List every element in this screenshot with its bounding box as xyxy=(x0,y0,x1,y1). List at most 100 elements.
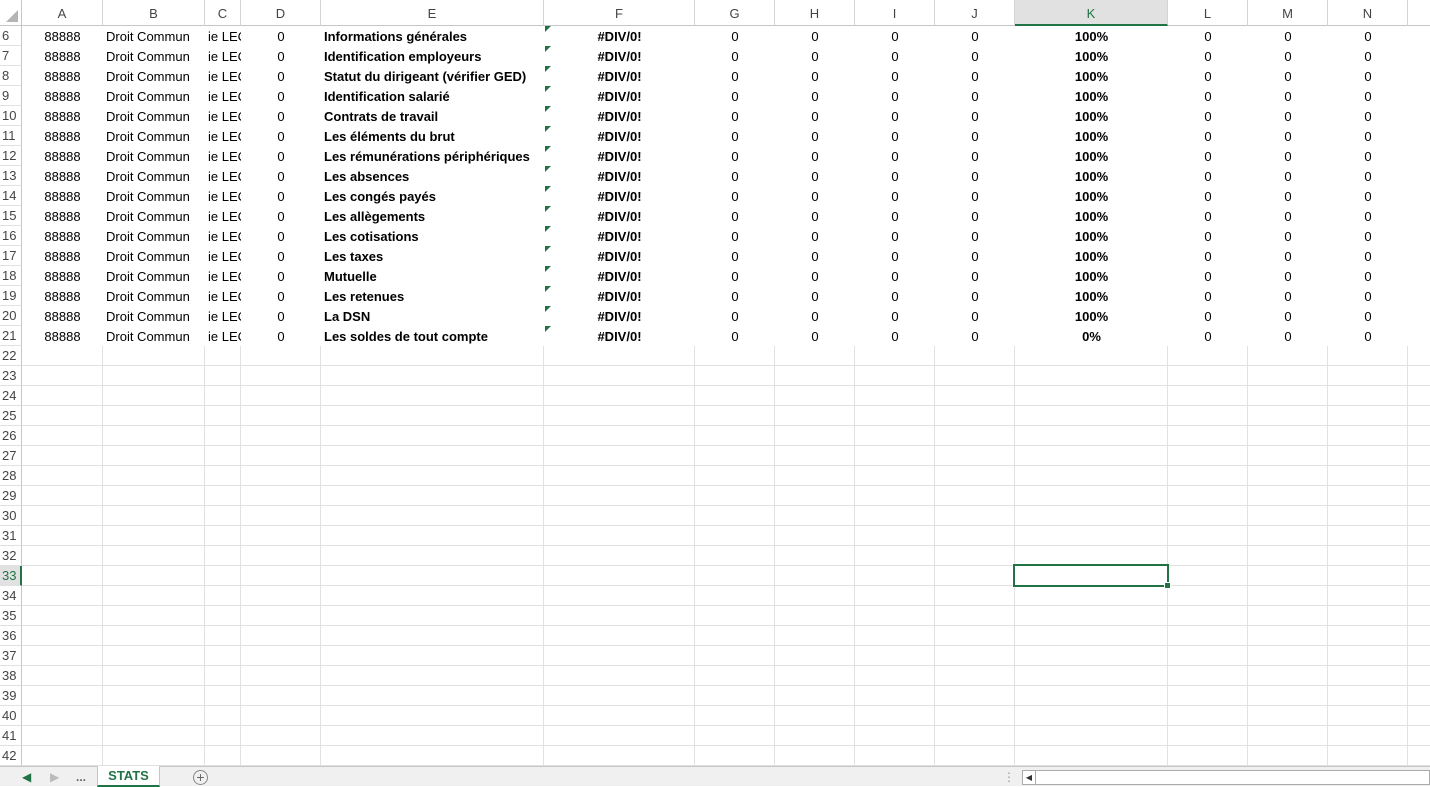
cell-A11[interactable]: 88888 xyxy=(44,129,81,144)
empty-cell[interactable] xyxy=(1168,546,1248,566)
cell-G20[interactable]: 0 xyxy=(731,309,739,324)
cell-M8[interactable]: 0 xyxy=(1284,69,1292,84)
empty-cell[interactable] xyxy=(935,346,1015,366)
empty-cell[interactable] xyxy=(775,486,855,506)
empty-cell[interactable] xyxy=(1015,606,1168,626)
cell-G15[interactable]: 0 xyxy=(731,209,739,224)
cell-L11[interactable]: 0 xyxy=(1204,129,1212,144)
empty-cell[interactable] xyxy=(1328,746,1408,766)
empty-cell[interactable] xyxy=(103,626,205,646)
column-header-D[interactable]: D xyxy=(241,0,321,26)
empty-cell[interactable] xyxy=(544,666,695,686)
empty-cell[interactable] xyxy=(321,386,544,406)
cell-E13[interactable]: Les absences xyxy=(324,169,410,184)
row-header-12[interactable]: 12 xyxy=(0,146,22,166)
cell-J15[interactable]: 0 xyxy=(971,209,979,224)
cell-L18[interactable]: 0 xyxy=(1204,269,1212,284)
empty-cell[interactable] xyxy=(1015,406,1168,426)
empty-cell[interactable] xyxy=(241,526,321,546)
cell-E8[interactable]: Statut du dirigeant (vérifier GED) xyxy=(324,69,527,84)
empty-cell[interactable] xyxy=(1248,726,1328,746)
empty-cell[interactable] xyxy=(321,546,544,566)
cell-D12[interactable]: 0 xyxy=(277,149,285,164)
cell-E20[interactable]: La DSN xyxy=(324,309,371,324)
empty-cell[interactable] xyxy=(1248,346,1328,366)
empty-cell[interactable] xyxy=(544,706,695,726)
empty-cell[interactable] xyxy=(1168,366,1248,386)
cell-D14[interactable]: 0 xyxy=(277,189,285,204)
row-header-18[interactable]: 18 xyxy=(0,266,22,286)
row-header-35[interactable]: 35 xyxy=(0,606,22,626)
empty-cell[interactable] xyxy=(1168,606,1248,626)
row-header-38[interactable]: 38 xyxy=(0,666,22,686)
cell-H15[interactable]: 0 xyxy=(811,209,819,224)
empty-cell[interactable] xyxy=(1168,566,1248,586)
empty-cell[interactable] xyxy=(321,486,544,506)
plus-circle-icon[interactable]: + xyxy=(193,770,208,785)
cell-J9[interactable]: 0 xyxy=(971,89,979,104)
column-header-I[interactable]: I xyxy=(855,0,935,26)
cell-D6[interactable]: 0 xyxy=(277,29,285,44)
empty-cell[interactable] xyxy=(321,706,544,726)
cell-F11[interactable]: #DIV/0! xyxy=(597,129,642,144)
cell-C13[interactable]: ie LEC xyxy=(208,169,241,184)
empty-cell[interactable] xyxy=(695,646,775,666)
cell-L13[interactable]: 0 xyxy=(1204,169,1212,184)
empty-cell[interactable] xyxy=(1015,506,1168,526)
cell-C12[interactable]: ie LEC xyxy=(208,149,241,164)
empty-cell[interactable] xyxy=(103,506,205,526)
cell-E16[interactable]: Les cotisations xyxy=(324,229,419,244)
empty-cell[interactable] xyxy=(1328,346,1408,366)
empty-cell[interactable] xyxy=(775,506,855,526)
cell-E17[interactable]: Les taxes xyxy=(324,249,384,264)
empty-cell[interactable] xyxy=(22,586,103,606)
empty-cell[interactable] xyxy=(935,546,1015,566)
column-header-C[interactable]: C xyxy=(205,0,241,26)
cell-K11[interactable]: 100% xyxy=(1074,129,1109,144)
empty-cell[interactable] xyxy=(695,706,775,726)
cell-N6[interactable]: 0 xyxy=(1364,29,1372,44)
cell-H10[interactable]: 0 xyxy=(811,109,819,124)
cell-M21[interactable]: 0 xyxy=(1284,329,1292,344)
empty-cell[interactable] xyxy=(103,706,205,726)
empty-cell[interactable] xyxy=(1408,486,1430,506)
cell-I18[interactable]: 0 xyxy=(891,269,899,284)
empty-cell[interactable] xyxy=(775,586,855,606)
empty-cell[interactable] xyxy=(103,746,205,766)
cell-L10[interactable]: 0 xyxy=(1204,109,1212,124)
cell-J18[interactable]: 0 xyxy=(971,269,979,284)
selected-cell-K33[interactable] xyxy=(1013,564,1171,589)
row-header-37[interactable]: 37 xyxy=(0,646,22,666)
cell-D9[interactable]: 0 xyxy=(277,89,285,104)
row-header-25[interactable]: 25 xyxy=(0,406,22,426)
empty-cell[interactable] xyxy=(205,566,241,586)
cell-C16[interactable]: ie LEC xyxy=(208,229,241,244)
empty-cell[interactable] xyxy=(1248,666,1328,686)
empty-cell[interactable] xyxy=(1408,746,1430,766)
cell-N14[interactable]: 0 xyxy=(1364,189,1372,204)
empty-cell[interactable] xyxy=(1015,746,1168,766)
cell-J11[interactable]: 0 xyxy=(971,129,979,144)
empty-cell[interactable] xyxy=(22,526,103,546)
row-header-36[interactable]: 36 xyxy=(0,626,22,646)
empty-cell[interactable] xyxy=(1408,566,1430,586)
empty-cell[interactable] xyxy=(935,566,1015,586)
cell-C21[interactable]: ie LEC xyxy=(208,329,241,344)
cell-F6[interactable]: #DIV/0! xyxy=(597,29,642,44)
empty-cell[interactable] xyxy=(22,726,103,746)
empty-cell[interactable] xyxy=(1168,646,1248,666)
empty-cell[interactable] xyxy=(241,706,321,726)
cell-G14[interactable]: 0 xyxy=(731,189,739,204)
empty-cell[interactable] xyxy=(935,666,1015,686)
column-header-A[interactable]: A xyxy=(22,0,103,26)
cell-I14[interactable]: 0 xyxy=(891,189,899,204)
empty-cell[interactable] xyxy=(103,386,205,406)
empty-cell[interactable] xyxy=(321,646,544,666)
empty-cell[interactable] xyxy=(321,406,544,426)
cell-I16[interactable]: 0 xyxy=(891,229,899,244)
cell-E10[interactable]: Contrats de travail xyxy=(324,109,439,124)
empty-cell[interactable] xyxy=(103,606,205,626)
cell-L6[interactable]: 0 xyxy=(1204,29,1212,44)
cell-H17[interactable]: 0 xyxy=(811,249,819,264)
